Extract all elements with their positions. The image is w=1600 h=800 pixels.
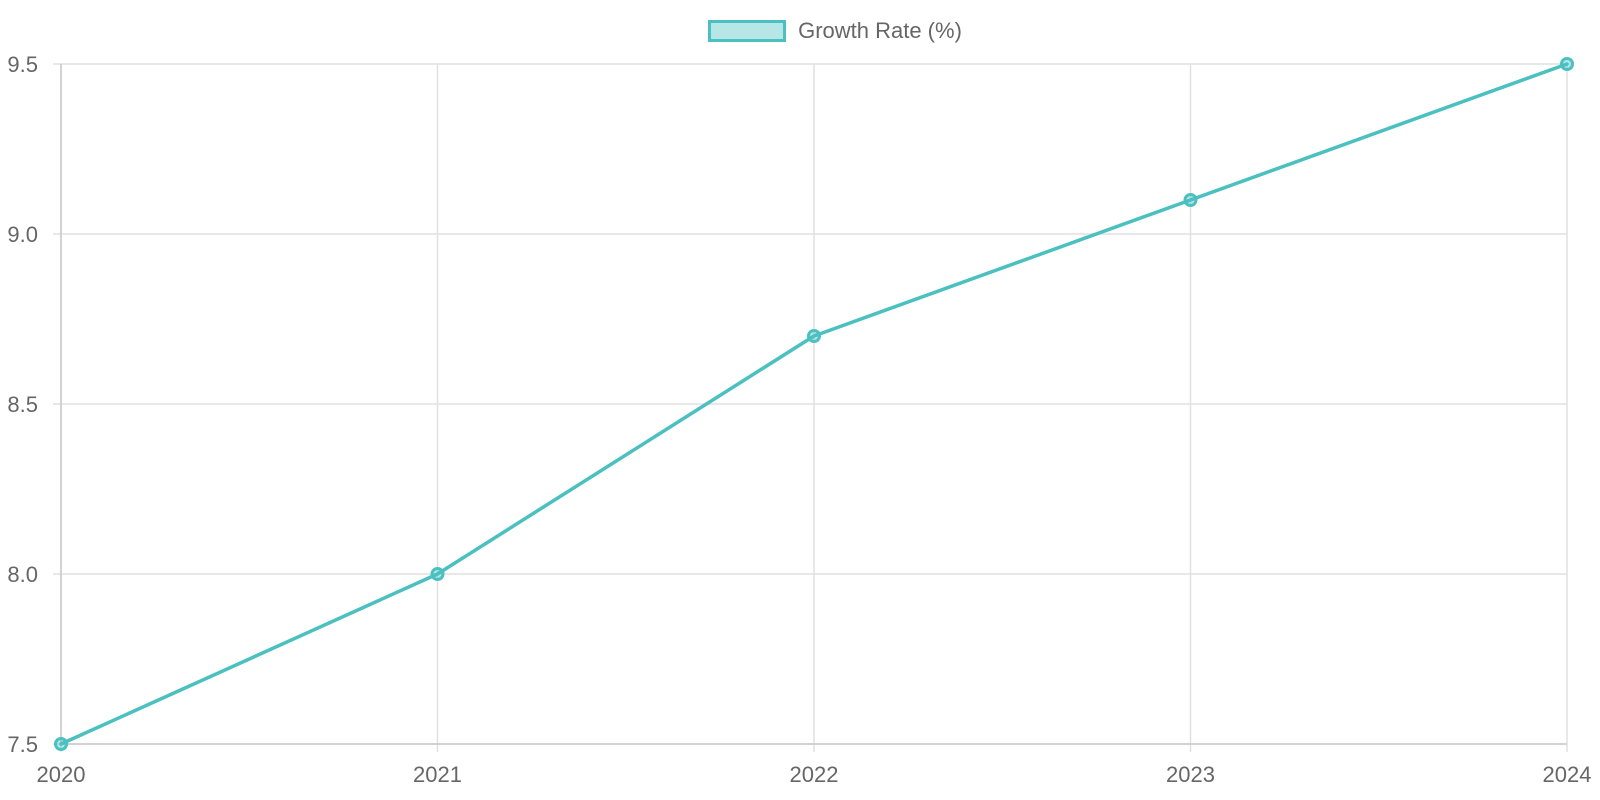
- grid: [53, 63, 1568, 752]
- x-tick-label: 2022: [790, 762, 839, 787]
- axes: [60, 64, 1567, 745]
- y-tick-label: 8.5: [7, 392, 38, 417]
- x-tick-label: 2024: [1543, 762, 1592, 787]
- x-tick-label: 2021: [413, 762, 462, 787]
- legend-swatch: [708, 20, 787, 42]
- x-tick-label: 2023: [1166, 762, 1215, 787]
- y-tick-label: 9.0: [7, 222, 38, 247]
- y-tick-label: 9.5: [7, 52, 38, 77]
- data-point[interactable]: [54, 737, 68, 751]
- series-line: [59, 62, 1569, 746]
- data-point[interactable]: [1183, 193, 1198, 207]
- tick-labels: 7.5 8.0 8.5 9.0 9.5 2020 2021 2022 2023 2024: [7, 52, 1591, 787]
- data-point[interactable]: [430, 567, 445, 581]
- y-tick-label: 7.5: [7, 732, 38, 757]
- data-point[interactable]: [807, 329, 821, 343]
- data-point[interactable]: [1560, 57, 1574, 71]
- series: [54, 57, 1574, 751]
- y-tick-label: 8.0: [7, 562, 38, 587]
- legend-item-growth-rate[interactable]: Growth Rate (%): [638, 18, 962, 44]
- legend-label: Growth Rate (%): [798, 18, 962, 43]
- legend: Growth Rate (%): [0, 18, 1600, 44]
- x-tick-label: 2020: [37, 762, 86, 787]
